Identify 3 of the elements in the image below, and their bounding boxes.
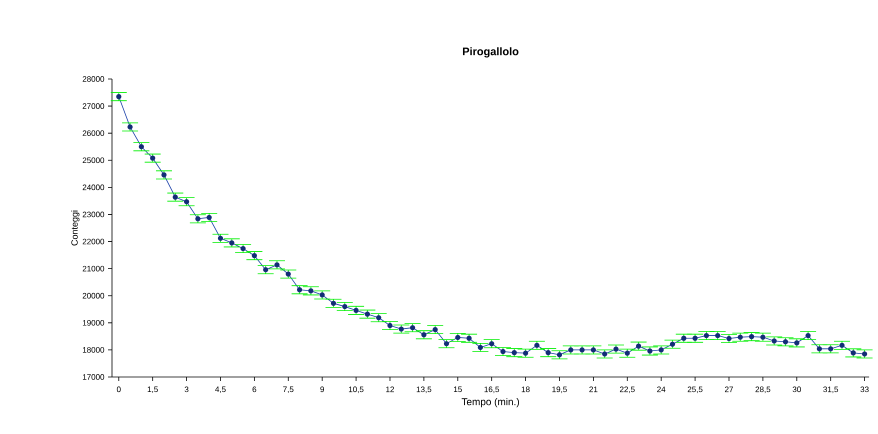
- x-axis-title: Tempo (min.): [462, 398, 519, 408]
- y-axis-title: Conteggi: [71, 210, 80, 246]
- chart-title: Pirogallolo: [462, 47, 518, 58]
